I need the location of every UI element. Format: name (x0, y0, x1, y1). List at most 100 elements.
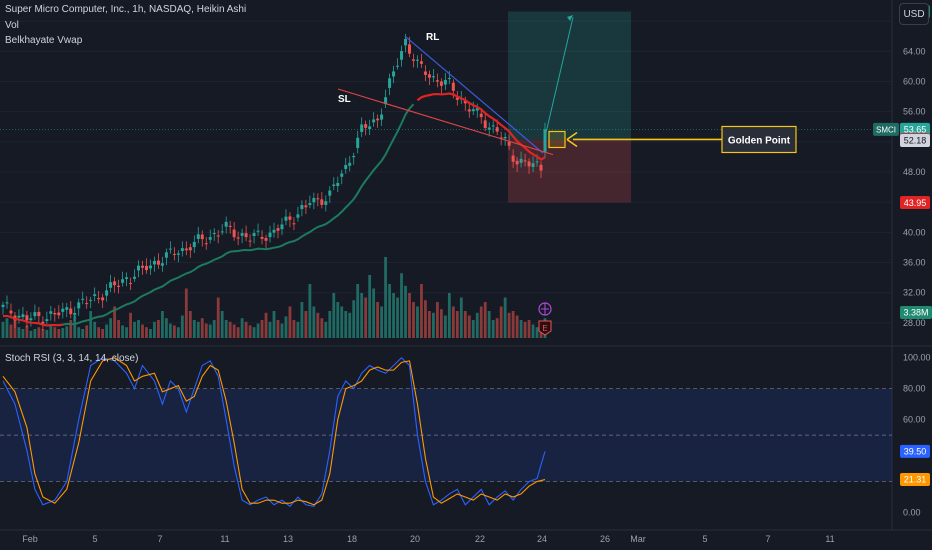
volume-bar (428, 311, 431, 338)
candle-body (360, 124, 364, 132)
time-tick-label: Mar (630, 534, 646, 544)
candle-body (308, 203, 312, 206)
vwap-legend[interactable]: Belkhayate Vwap (5, 35, 83, 46)
volume-bar (85, 325, 89, 338)
golden-point-arrowhead (566, 131, 578, 148)
volume-bar (228, 321, 232, 338)
volume-bar (511, 311, 515, 338)
volume-bar (495, 318, 499, 338)
candle-body (9, 310, 13, 314)
volume-bar (93, 321, 97, 338)
volume-bar (125, 327, 128, 338)
volume-bar (400, 273, 403, 338)
volume-bar (471, 320, 475, 338)
candle-body (507, 141, 511, 146)
golden-point-box (721, 125, 797, 154)
candle-body (156, 260, 160, 265)
candle-body (272, 229, 276, 233)
volume-bar (65, 326, 69, 338)
volume-bar (153, 321, 156, 338)
volume-bar (200, 318, 204, 338)
candle-body (511, 155, 515, 162)
candle-body (97, 298, 101, 300)
volume-bar (137, 320, 140, 338)
candle-body (73, 313, 77, 315)
volume-bar (9, 324, 13, 338)
currency-button[interactable]: USD (899, 3, 929, 25)
stoch-tick-label: 0.00 (903, 508, 921, 518)
candle-body (256, 230, 260, 232)
candle-body (312, 198, 316, 203)
candle-body (121, 279, 125, 283)
volume-bar (232, 324, 236, 338)
candle-body (57, 312, 61, 316)
volume-legend[interactable]: Vol (5, 20, 19, 31)
volume-bar (396, 297, 399, 338)
candle-body (451, 82, 455, 91)
candle-body (168, 248, 172, 250)
volume-bar (161, 311, 164, 338)
volume-bar (284, 316, 288, 338)
candle-body (483, 120, 487, 129)
candle-body (101, 297, 105, 301)
volume-bar (503, 297, 507, 338)
volume-bar (352, 300, 356, 338)
candle-body (364, 124, 368, 128)
price-tick-label: 64.00 (903, 46, 926, 56)
price-tick-label: 32.00 (903, 288, 926, 298)
volume-bar (13, 320, 17, 338)
candle-body (53, 313, 57, 315)
volume-bar (176, 327, 180, 338)
symbol-tag (873, 122, 899, 136)
vwap-line-red-end (416, 92, 546, 161)
candle-body (388, 78, 392, 88)
symbol-legend[interactable]: Super Micro Computer, Inc., 1h, NASDAQ, … (5, 4, 247, 15)
volume-bar (348, 312, 352, 338)
stoch-value-tag-label: 21.31 (904, 475, 927, 485)
candle-body (244, 233, 248, 238)
volume-bar (380, 306, 384, 338)
candle-body (160, 263, 164, 266)
volume-bar (272, 311, 276, 338)
time-tick-label: 7 (765, 534, 770, 544)
volume-bar (372, 288, 376, 338)
candle-body (404, 38, 408, 46)
stoch-rsi-legend[interactable]: Stoch RSI (3, 3, 14, 14, close) (5, 353, 139, 364)
volume-bar (236, 327, 240, 338)
volume-bar (364, 297, 368, 338)
candle-body (192, 241, 196, 248)
volume-axis-tag-label: 3.38M (903, 308, 928, 318)
volume-bar (435, 302, 439, 338)
volume-bar (145, 327, 148, 338)
volume-bar (420, 284, 423, 338)
price-tick-label: 60.00 (903, 76, 926, 86)
candle-body (519, 158, 523, 163)
candle-body (129, 283, 133, 285)
volume-bar (101, 329, 105, 338)
volume-bar (527, 320, 531, 338)
earnings-event-icon (538, 320, 552, 336)
volume-bar (164, 318, 168, 338)
candle-body (144, 265, 148, 271)
volume-bar (328, 311, 332, 338)
candle-body (69, 308, 73, 315)
volume-bar (463, 311, 467, 338)
candle-body (443, 79, 447, 85)
volume-bar (97, 327, 101, 338)
candle-body (152, 260, 156, 265)
volume-bar (53, 327, 57, 338)
volume-bar (439, 309, 443, 338)
time-tick-label: 22 (475, 534, 485, 544)
golden-point-marker (548, 130, 566, 149)
volume-bar (264, 312, 268, 338)
candle-body (105, 290, 109, 296)
volume-bar (424, 300, 427, 338)
volume-bar (320, 318, 324, 338)
candle-body (411, 59, 415, 61)
volume-bar (244, 321, 248, 338)
candle-body (515, 160, 519, 165)
golden-point-label: Golden Point (728, 135, 791, 146)
price-axis-tag (900, 133, 930, 147)
volume-bar (304, 311, 308, 338)
